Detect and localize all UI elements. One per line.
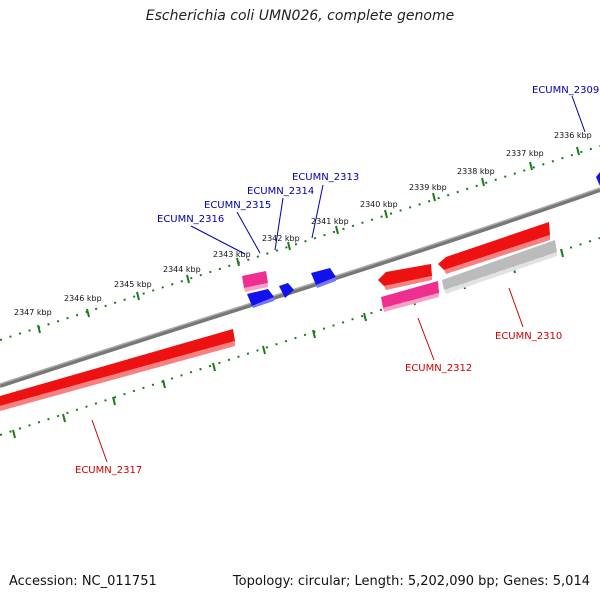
tick-label-2347: 2347 kbp: [14, 308, 52, 317]
map-title: Escherichia coli UMN026, complete genome: [145, 8, 455, 24]
gene-ecumn-2311[interactable]: [378, 264, 432, 290]
tick-label-2346: 2346 kbp: [64, 294, 102, 303]
tick-label-2343: 2343 kbp: [213, 250, 251, 259]
tick-label-2344: 2344 kbp: [163, 265, 201, 274]
gene-ecumn-2312[interactable]: [381, 281, 439, 312]
tick-label-2336: 2336 kbp: [554, 131, 592, 140]
genome-info-text: Topology: circular; Length: 5,202,090 bp…: [232, 574, 590, 589]
gene-ecumn-2317[interactable]: [0, 329, 235, 411]
accession-text: Accession: NC_011751: [9, 574, 157, 589]
gene-ecumn-2315[interactable]: [247, 289, 274, 308]
gene-ecumn-2316[interactable]: [242, 271, 268, 292]
gene-label-ecumn-2317[interactable]: ECUMN_2317: [75, 465, 142, 476]
gene-label-ecumn-2310[interactable]: ECUMN_2310: [495, 331, 562, 342]
gene-label-ecumn-2313[interactable]: ECUMN_2313: [292, 172, 359, 183]
inner-major-ticks: [12, 248, 564, 439]
forward-label-connectors: [190, 95, 586, 255]
tick-label-2340: 2340 kbp: [360, 200, 398, 209]
gene-label-ecumn-2315[interactable]: ECUMN_2315: [204, 200, 271, 211]
gene-ecumn-2310b[interactable]: [438, 222, 550, 274]
tick-label-2337: 2337 kbp: [506, 149, 544, 158]
gene-ecumn-2314[interactable]: [279, 283, 294, 298]
gene-ecumn-2309[interactable]: [596, 172, 600, 186]
gene-ecumn-2313[interactable]: [311, 268, 336, 288]
gene-ecumn-2310[interactable]: [442, 240, 557, 294]
gene-label-ecumn-2316[interactable]: ECUMN_2316: [157, 214, 224, 225]
reverse-label-connectors: [91, 287, 524, 463]
tick-label-2338: 2338 kbp: [457, 167, 495, 176]
gene-label-ecumn-2314[interactable]: ECUMN_2314: [247, 186, 314, 197]
tick-label-2342: 2342 kbp: [262, 234, 300, 243]
tick-label-2345: 2345 kbp: [114, 280, 152, 289]
genome-backbone: [0, 188, 600, 388]
gene-label-ecumn-2309[interactable]: ECUMN_2309: [532, 85, 599, 96]
outer-major-ticks: [37, 146, 580, 334]
genome-backbone-highlight: [0, 187, 600, 385]
tick-label-2341: 2341 kbp: [311, 217, 349, 226]
tick-label-2339: 2339 kbp: [409, 183, 447, 192]
gene-label-ecumn-2312[interactable]: ECUMN_2312: [405, 363, 472, 374]
